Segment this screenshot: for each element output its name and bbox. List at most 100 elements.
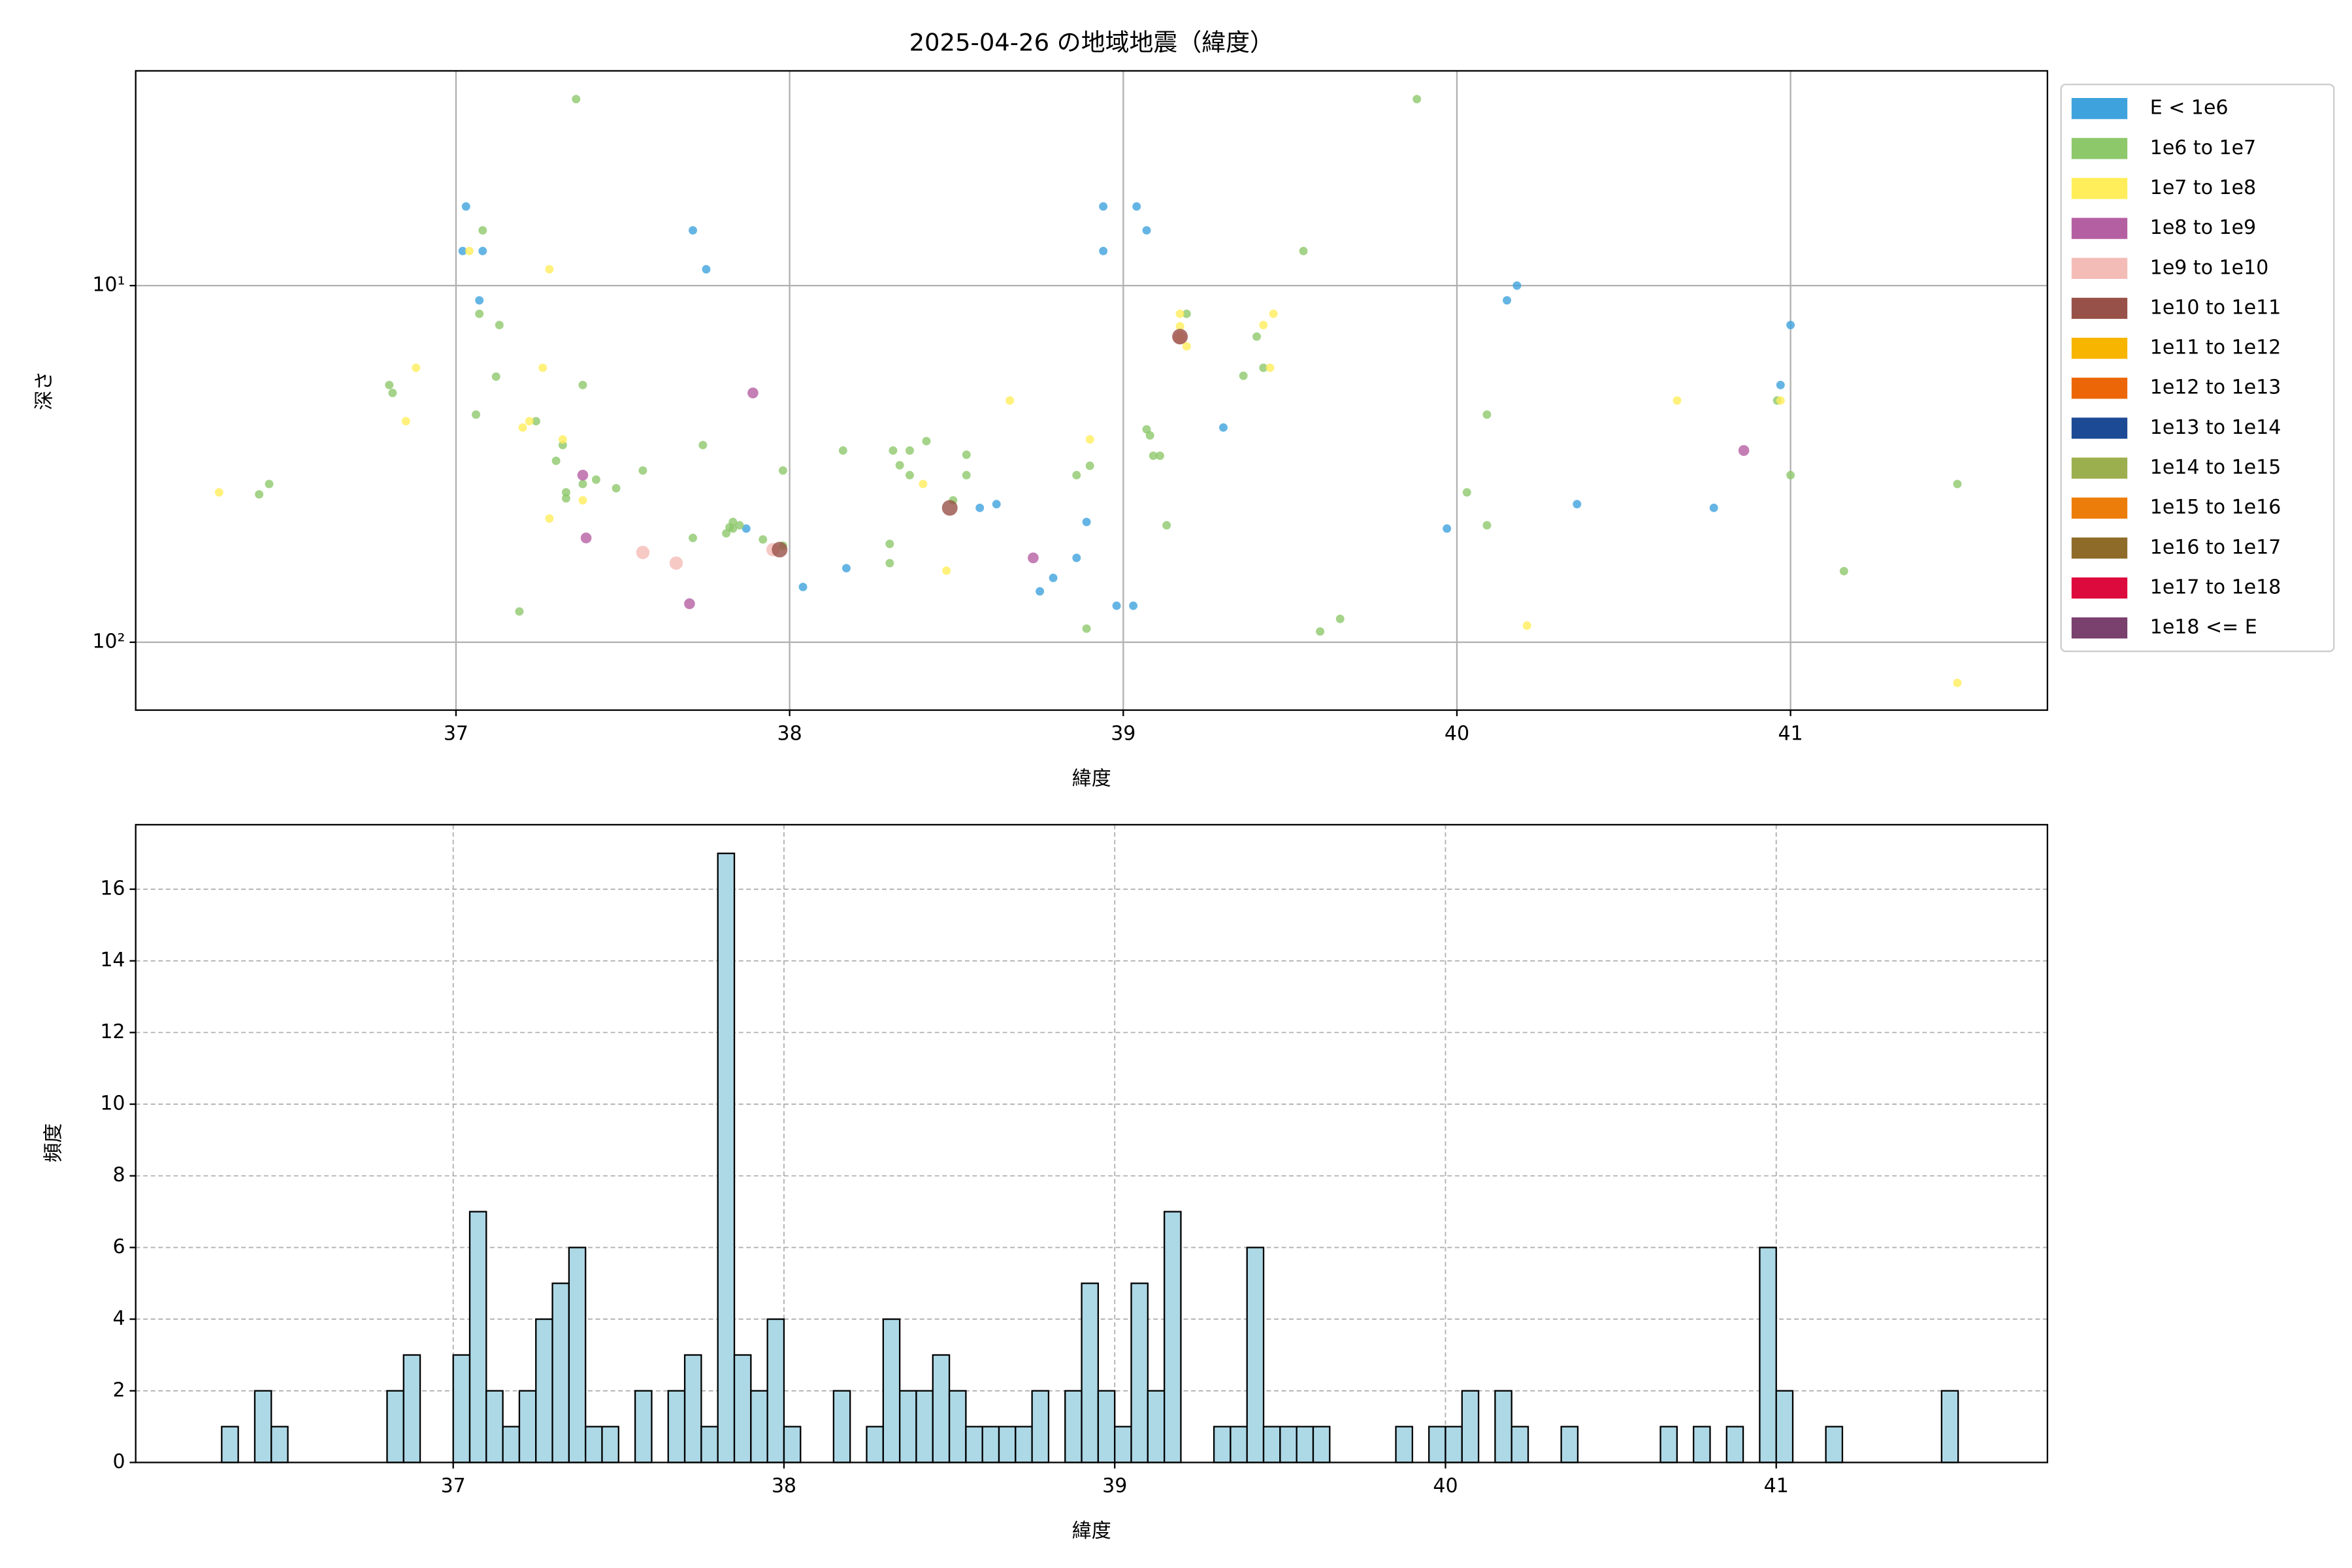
histogram-bar [965,1426,983,1463]
histogram-bar [1511,1426,1529,1463]
histogram-bar [1130,1282,1149,1463]
histogram-bar [1147,1390,1166,1463]
scatter-point [838,446,847,455]
histogram-bar [601,1426,619,1463]
scatter-point [1162,521,1171,530]
x-tick-label: 38 [772,1475,796,1497]
legend-label: 1e18 <= E [2150,616,2257,639]
histogram-bar [866,1426,884,1463]
scatter-point [388,388,397,397]
histogram-bar [1428,1426,1446,1463]
scatter-point [577,469,589,481]
y-tick-label: 2 [112,1379,125,1401]
histogram-bar [1230,1426,1248,1463]
scatter-point [1155,451,1164,461]
scatter-point [885,559,894,568]
scatter-point [591,475,600,484]
scatter-point [545,514,554,523]
histogram-bar [1395,1426,1413,1463]
scatter-point [747,387,759,399]
scatter-point [689,533,697,542]
scatter-point [475,296,484,305]
histogram-bar [1692,1426,1711,1463]
x-tick-label: 37 [441,1475,466,1497]
histogram-bar [1445,1426,1463,1463]
scatter-point [461,202,470,211]
legend-swatch [2071,378,2128,399]
scatter-point [1573,500,1582,509]
scatter-point [638,466,647,475]
scatter-point [551,456,561,465]
scatter-point [1709,503,1718,512]
scatter-point [578,496,587,505]
x-tick-label: 40 [1445,722,1469,745]
histogram-bar [1097,1390,1116,1463]
scatter-point [698,440,708,449]
legend-swatch [2071,617,2128,639]
x-tick-label: 40 [1433,1475,1458,1497]
histogram-bar [1262,1426,1281,1463]
histogram-bar [667,1390,686,1463]
scatter-point [472,410,481,419]
scatter-point [1175,309,1184,318]
x-tick-label: 41 [1764,1475,1789,1497]
scatter-point [669,556,683,570]
histogram-bar [1461,1390,1480,1463]
legend-swatch [2071,577,2128,599]
histogram-bar [1279,1426,1298,1463]
histogram-bar [1031,1390,1050,1463]
scatter-point [580,532,592,544]
scatter-point [1413,95,1422,104]
y-tick-label: 4 [112,1307,125,1330]
scatter-point [1738,445,1750,456]
chart-title: 2025-04-26 の地域地震（緯度） [909,28,1274,56]
y-axis-label: 深さ [33,371,56,410]
histogram-bar [1213,1426,1232,1463]
legend-label: E < 1e6 [2150,97,2229,120]
histogram-bar [832,1390,851,1463]
histogram-bar [783,1426,802,1463]
scatter-point [525,417,534,426]
scatter-point [1839,566,1848,576]
y-tick-label: 16 [100,877,125,900]
y-tick-label: 10² [92,630,125,653]
scatter-point [558,435,567,444]
histogram-bar [1081,1282,1100,1463]
scatter-point [742,524,751,533]
histogram-bar [1114,1426,1132,1463]
legend-swatch [2071,457,2128,479]
scatter-point [1182,342,1191,351]
legend-label: 1e7 to 1e8 [2150,176,2256,199]
scatter-point [1099,246,1108,255]
scatter-point [759,535,768,544]
scatter-point [689,226,697,235]
legend-label: 1e11 to 1e12 [2150,336,2281,359]
histogram-bar [253,1390,272,1463]
x-tick-label: 39 [1111,722,1135,745]
scatter-point [1036,587,1045,596]
scatter-point [1335,614,1345,623]
scatter-point [1085,435,1094,444]
scatter-point [385,380,394,389]
scatter-point [1503,296,1512,305]
histogram-bar [1163,1211,1182,1463]
scatter-point [962,470,971,480]
scatter-point [1786,470,1795,480]
histogram-bar [1725,1426,1744,1463]
y-tick-label: 8 [112,1164,125,1186]
scatter-point [545,265,554,274]
scatter-point [728,524,738,533]
scatter-point [478,226,487,235]
histogram-bar [386,1390,404,1463]
scatter-point [1082,624,1091,633]
histogram-bar [948,1390,967,1463]
legend-swatch [2071,497,2128,519]
x-axis-label: 緯度 [1072,1520,1111,1543]
scatter-point [889,446,898,455]
histogram-bar [1312,1426,1331,1463]
histogram-bar [585,1426,603,1463]
histogram-bar [998,1426,1017,1463]
scatter-point [265,480,274,489]
legend-label: 1e17 to 1e18 [2150,576,2281,599]
legend-label: 1e12 to 1e13 [2150,376,2281,399]
